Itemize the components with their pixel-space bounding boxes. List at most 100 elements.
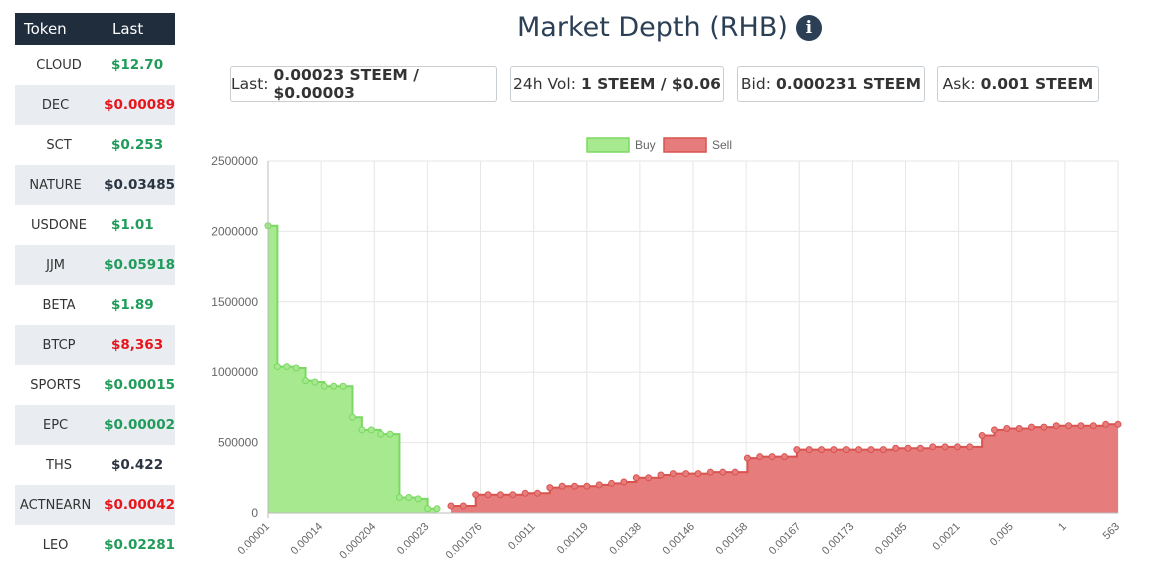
sell-point — [805, 446, 813, 454]
legend-item-sell[interactable]: Sell — [663, 137, 732, 153]
stat-bid-value: 0.000231 STEEM — [775, 75, 922, 93]
token-name: EPC — [42, 417, 69, 433]
sell-point — [706, 468, 714, 476]
stat-volume: 24h Vol: 1 STEEM / $0.06 — [510, 66, 724, 102]
token-name: ACTNEARN — [19, 497, 92, 513]
stat-ask-value: 0.001 STEEM — [980, 75, 1094, 93]
token-name: LEO — [42, 537, 69, 553]
sell-point — [953, 443, 961, 451]
token-row-actnearn[interactable]: ACTNEARN $0.00042 — [15, 485, 175, 525]
token-row-usdone[interactable]: USDONE $1.01 — [15, 205, 175, 245]
sell-point — [521, 489, 529, 497]
stat-bid: Bid: 0.000231 STEEM — [737, 66, 925, 102]
y-tick-label: 0 — [251, 506, 258, 520]
legend-item-buy[interactable]: Buy — [586, 137, 656, 153]
token-last-price: $1.89 — [111, 297, 154, 313]
token-name: DEC — [41, 97, 70, 113]
sell-point — [1015, 425, 1023, 433]
buy-point — [320, 382, 328, 390]
token-row-btcp[interactable]: BTCP $8,363 — [15, 325, 175, 365]
token-name: SCT — [46, 137, 72, 153]
sell-point — [818, 446, 826, 454]
buy-point — [302, 377, 310, 385]
sell-point — [669, 470, 677, 478]
sell-point — [867, 446, 875, 454]
x-tick-label: 0.00014 — [289, 521, 326, 558]
sell-point — [781, 453, 788, 461]
buy-point — [367, 426, 375, 434]
token-row-leo[interactable]: LEO $0.02281 — [15, 525, 175, 565]
token-row-dec[interactable]: DEC $0.00089 — [15, 85, 175, 125]
info-circle-icon[interactable]: i — [795, 14, 822, 41]
sell-point — [583, 482, 591, 490]
token-last-price: $0.03485 — [104, 177, 175, 193]
sell-point — [546, 484, 554, 492]
sell-point — [904, 444, 912, 452]
sell-point — [1065, 422, 1073, 430]
sell-point — [879, 446, 887, 454]
sell-point — [793, 446, 801, 454]
sell-point — [842, 446, 850, 454]
token-table: Token Last CLOUD $12.70 DEC $0.00089 SCT $0.2… — [15, 13, 175, 565]
legend-label: Sell — [712, 138, 732, 152]
token-name: USDONE — [31, 217, 87, 233]
x-tick-label: 0.001076 — [444, 521, 485, 562]
buy-point — [414, 495, 422, 503]
token-name: BTCP — [42, 337, 76, 353]
sell-point — [608, 479, 616, 487]
sell-point — [1114, 420, 1122, 428]
stat-last-value: 0.00023 STEEM / $0.00003 — [273, 66, 419, 102]
sell-point — [558, 482, 566, 490]
token-name: THS — [46, 457, 72, 473]
legend-swatch — [663, 137, 707, 153]
x-tick-label: 0.00001 — [236, 521, 273, 558]
legend-swatch — [586, 137, 630, 153]
x-tick-label: 563 — [1101, 521, 1122, 542]
x-tick-label: 0.005 — [988, 521, 1016, 549]
sell-point — [855, 446, 863, 454]
token-row-beta[interactable]: BETA $1.89 — [15, 285, 175, 325]
token-row-cloud[interactable]: CLOUD $12.70 — [15, 45, 175, 85]
sell-point — [632, 474, 640, 482]
x-tick-label: 0.00167 — [767, 521, 804, 558]
token-table-header: Token Last — [15, 13, 175, 45]
sell-area — [451, 424, 1118, 513]
sell-point — [941, 443, 949, 451]
sell-point — [916, 444, 924, 452]
sell-point — [645, 474, 653, 482]
token-last-price: $0.05918 — [104, 257, 175, 273]
token-name: BETA — [42, 297, 76, 313]
sell-point — [743, 454, 751, 462]
stat-last: Last: 0.00023 STEEM / $0.00003 — [230, 66, 497, 102]
token-row-jjm[interactable]: JJM $0.05918 — [15, 245, 175, 285]
sell-point — [533, 489, 541, 497]
x-tick-label: 0.00185 — [873, 521, 910, 558]
stat-volume-value: 1 STEEM / $0.06 — [580, 75, 721, 93]
buy-area — [268, 225, 437, 513]
sell-point — [1089, 422, 1097, 430]
token-row-ths[interactable]: THS $0.422 — [15, 445, 175, 485]
x-tick-label: 0.000204 — [337, 521, 378, 562]
sell-point — [595, 481, 603, 489]
token-row-sports[interactable]: SPORTS $0.00015 — [15, 365, 175, 405]
y-tick-label: 1500000 — [211, 295, 258, 309]
x-tick-label: 0.00146 — [661, 521, 698, 558]
token-last-price: $0.02281 — [104, 537, 175, 553]
token-last-price: $0.00042 — [104, 497, 175, 513]
chart-areas — [264, 222, 1122, 513]
token-row-sct[interactable]: SCT $0.253 — [15, 125, 175, 165]
buy-series — [264, 222, 441, 513]
y-tick-label: 2000000 — [211, 224, 258, 238]
token-last-price: $1.01 — [111, 217, 154, 233]
buy-point — [358, 426, 366, 434]
token-row-epc[interactable]: EPC $0.00002 — [15, 405, 175, 445]
sell-point — [990, 426, 998, 434]
token-row-nature[interactable]: NATURE $0.03485 — [15, 165, 175, 205]
x-tick-label: 0.00138 — [607, 521, 644, 558]
buy-point — [311, 378, 319, 386]
stat-bid-label: Bid: — [740, 75, 771, 93]
stat-last-label: Last: — [231, 75, 269, 93]
token-last-price: $0.00089 — [104, 97, 175, 113]
buy-point — [330, 382, 338, 390]
